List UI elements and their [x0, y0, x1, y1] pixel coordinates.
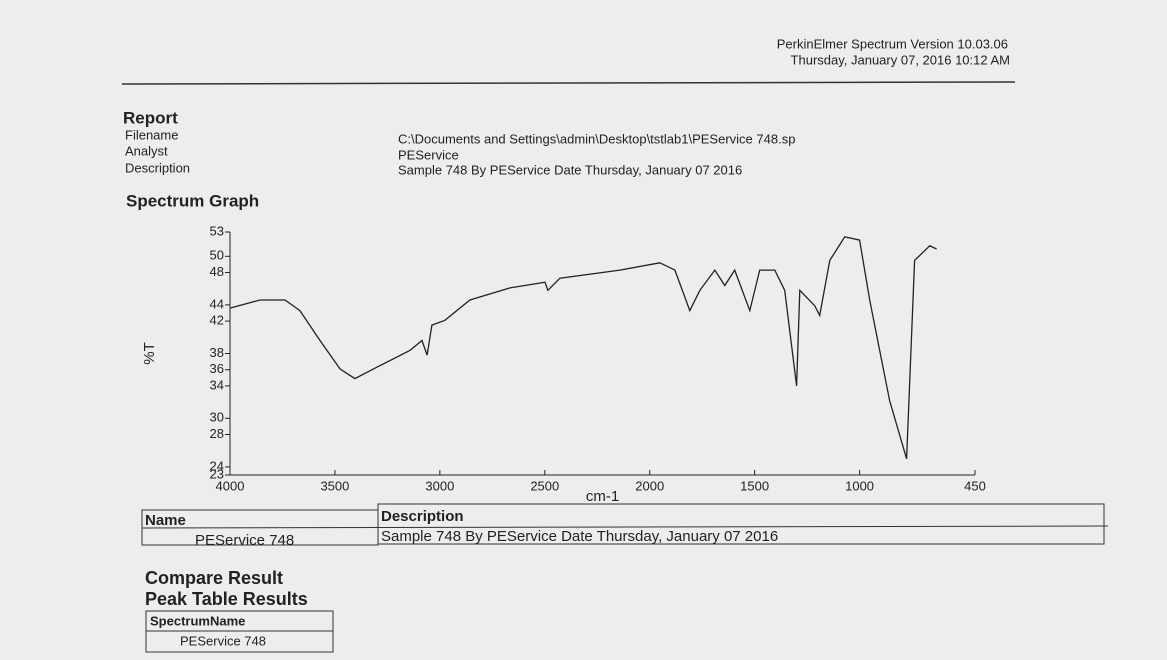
x-tick-label: 2500 [530, 478, 559, 493]
report-title: Report [123, 108, 178, 127]
software: PerkinElmer Spectrum Version 10.03.06 [777, 36, 1008, 51]
x-tick-label: 3000 [425, 478, 454, 493]
x-tick-label: 1500 [740, 478, 769, 493]
td: PEService 748 [180, 633, 266, 648]
x-tick-label: 450 [964, 478, 986, 493]
datetime: Thursday, January 07, 2016 10:12 AM [791, 52, 1010, 67]
section-title: Spectrum Graph [126, 191, 259, 210]
y-tick-label: 34 [210, 377, 224, 392]
compare-title: Compare Result [145, 568, 283, 588]
y-tick-label: 24 [210, 458, 224, 473]
y-tick-label: 23 [210, 466, 224, 481]
th: Description [381, 508, 464, 525]
y-tick-label: 44 [210, 296, 224, 311]
y-tick-label: 38 [210, 345, 224, 360]
th: Name [145, 512, 186, 529]
field-label: Analyst [125, 143, 168, 158]
field-label: Description [125, 160, 190, 175]
field-label: Filename [125, 127, 178, 142]
y-tick-label: 50 [210, 248, 224, 263]
y-axis-label: %T [141, 342, 158, 365]
x-tick-label: 1000 [845, 478, 874, 493]
rule [121, 81, 1016, 85]
x-tick-label: 2000 [635, 478, 664, 493]
x-tick-label: 3500 [320, 478, 349, 493]
compare-subtitle: Peak Table Results [145, 589, 308, 609]
y-tick-label: 28 [210, 426, 224, 441]
spectrum-line [229, 236, 937, 459]
x-tick-label: 4000 [216, 478, 245, 493]
y-tick-label: 30 [210, 410, 224, 425]
th: SpectrumName [150, 613, 245, 628]
td: Sample 748 By PEService Date Thursday, J… [381, 528, 778, 545]
y-tick-label: 53 [210, 223, 224, 238]
y-tick-label: 48 [210, 264, 224, 279]
x-axis-label: cm-1 [586, 488, 619, 505]
field-value: Sample 748 By PEService Date Thursday, J… [398, 162, 742, 177]
table-rule [141, 525, 1109, 529]
table-cell [377, 503, 1105, 545]
field-value: PEService [398, 147, 459, 162]
td: PEService 748 [195, 532, 294, 549]
y-tick-label: 36 [210, 361, 224, 376]
field-value: C:\Documents and Settings\admin\Desktop\… [398, 131, 795, 146]
y-tick-label: 42 [210, 313, 224, 328]
